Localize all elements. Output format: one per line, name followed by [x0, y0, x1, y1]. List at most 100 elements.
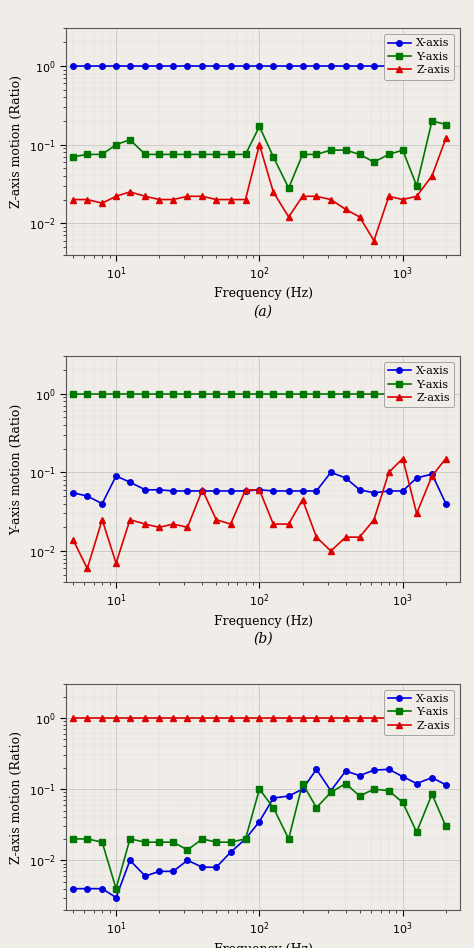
X-axis: [213, 862, 219, 873]
Y-axis: [185, 845, 191, 856]
Z-axis: [200, 484, 205, 496]
Line: X-axis: X-axis: [70, 469, 449, 506]
X-axis: [371, 61, 377, 72]
Z-axis: [429, 470, 435, 482]
X-axis: [386, 485, 392, 497]
Y-axis: [328, 388, 334, 399]
X-axis: [213, 61, 219, 72]
Y-axis: [243, 388, 248, 399]
Y-axis: [84, 833, 90, 845]
Y-axis: [156, 388, 162, 399]
Z-axis: [70, 712, 76, 723]
Z-axis: [127, 514, 133, 525]
X-axis: [228, 485, 234, 497]
Z-axis: [328, 712, 334, 723]
Z-axis: [271, 712, 276, 723]
Z-axis: [156, 521, 162, 533]
Z-axis: [371, 235, 377, 246]
X-axis: [328, 466, 334, 478]
Z-axis: [400, 453, 406, 465]
X-axis: [243, 833, 248, 845]
X-axis: [170, 866, 176, 877]
Y-axis label: Z-axis motion (Ratio): Z-axis motion (Ratio): [10, 731, 23, 864]
Y-axis: [170, 149, 176, 160]
Z-axis: [386, 191, 392, 202]
X-axis: [414, 777, 419, 789]
Z-axis: [200, 191, 205, 202]
Line: Y-axis: Y-axis: [70, 118, 449, 191]
Y-axis: [271, 802, 276, 813]
X-axis: [429, 772, 435, 783]
Y-axis: [328, 144, 334, 155]
Y-axis: [371, 783, 377, 794]
Y-axis: [256, 783, 262, 794]
X-axis: [271, 61, 276, 72]
X-axis: [113, 61, 119, 72]
Y-axis: [70, 151, 76, 162]
Z-axis: [213, 514, 219, 525]
Y-axis: [143, 388, 148, 399]
Z-axis: [343, 712, 348, 723]
X-axis: [343, 765, 348, 776]
X-axis: [357, 770, 363, 781]
Y-axis: [228, 149, 234, 160]
Y-axis: [143, 836, 148, 848]
Line: X-axis: X-axis: [70, 767, 449, 901]
Z-axis: [357, 532, 363, 543]
Y-axis: [200, 388, 205, 399]
X-axis: [70, 487, 76, 499]
X-axis: [127, 855, 133, 866]
Z-axis: [343, 204, 348, 215]
Y-axis: [357, 149, 363, 160]
Z-axis: [100, 514, 105, 525]
Line: Z-axis: Z-axis: [70, 136, 449, 244]
Z-axis: [357, 211, 363, 223]
X-axis: [400, 485, 406, 497]
Z-axis: [156, 193, 162, 205]
X-axis: [400, 61, 406, 72]
X-axis: [185, 485, 191, 497]
Y-axis: [371, 156, 377, 168]
Z-axis: [386, 466, 392, 478]
Y-axis: [414, 180, 419, 191]
Z-axis: [143, 519, 148, 530]
X-axis: [243, 485, 248, 497]
X-axis: [113, 470, 119, 482]
Z-axis: [314, 712, 319, 723]
Z-axis: [400, 193, 406, 205]
Y-axis: [84, 388, 90, 399]
Z-axis: [371, 514, 377, 525]
X-axis: [286, 485, 292, 497]
X-axis: [243, 61, 248, 72]
X-axis: [328, 785, 334, 796]
X-axis: [314, 485, 319, 497]
Y-axis: [343, 144, 348, 155]
Z-axis: [414, 191, 419, 202]
Z-axis: [300, 191, 305, 202]
X-axis: [70, 883, 76, 894]
X-axis label: Frequency (Hz): Frequency (Hz): [214, 942, 312, 948]
X-axis: [156, 484, 162, 496]
X-axis label: Frequency (Hz): Frequency (Hz): [214, 615, 312, 628]
X-axis: [271, 485, 276, 497]
Y-axis: [213, 388, 219, 399]
X-axis: [343, 61, 348, 72]
X-axis: [286, 791, 292, 802]
Z-axis: [271, 519, 276, 530]
X-axis: [70, 61, 76, 72]
X-axis: [286, 61, 292, 72]
X-axis: [228, 847, 234, 858]
Z-axis: [170, 193, 176, 205]
X-axis: [143, 870, 148, 882]
Y-axis: [170, 388, 176, 399]
X-axis: [300, 783, 305, 794]
Y-axis: [127, 134, 133, 145]
X-axis: [84, 61, 90, 72]
X-axis: [127, 477, 133, 488]
Line: Y-axis: Y-axis: [70, 781, 449, 891]
Z-axis: [256, 139, 262, 151]
X-axis: [185, 855, 191, 866]
X-axis: [143, 61, 148, 72]
Z-axis: [243, 484, 248, 496]
Z-axis: [286, 519, 292, 530]
